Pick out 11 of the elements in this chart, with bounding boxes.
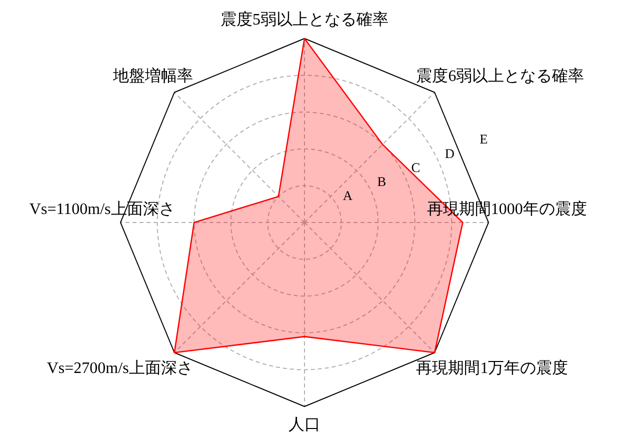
y-tick-label: D <box>444 146 455 161</box>
y-tick-label: E <box>480 132 488 147</box>
spoke-label: 人口 <box>288 416 320 434</box>
y-tick-label: A <box>342 188 353 204</box>
y-tick-label: B <box>377 174 386 189</box>
spoke-label: 震度5弱以上となる確率 <box>220 10 388 29</box>
spoke-label: Vs=2700m/s上面深さ <box>46 358 193 377</box>
spoke-label: 地盤増幅率 <box>112 67 193 86</box>
spoke-label: 再現期間1万年の震度 <box>416 358 568 377</box>
spoke-label: 震度6弱以上となる確率 <box>416 67 584 86</box>
y-tick-label: C <box>411 160 420 175</box>
